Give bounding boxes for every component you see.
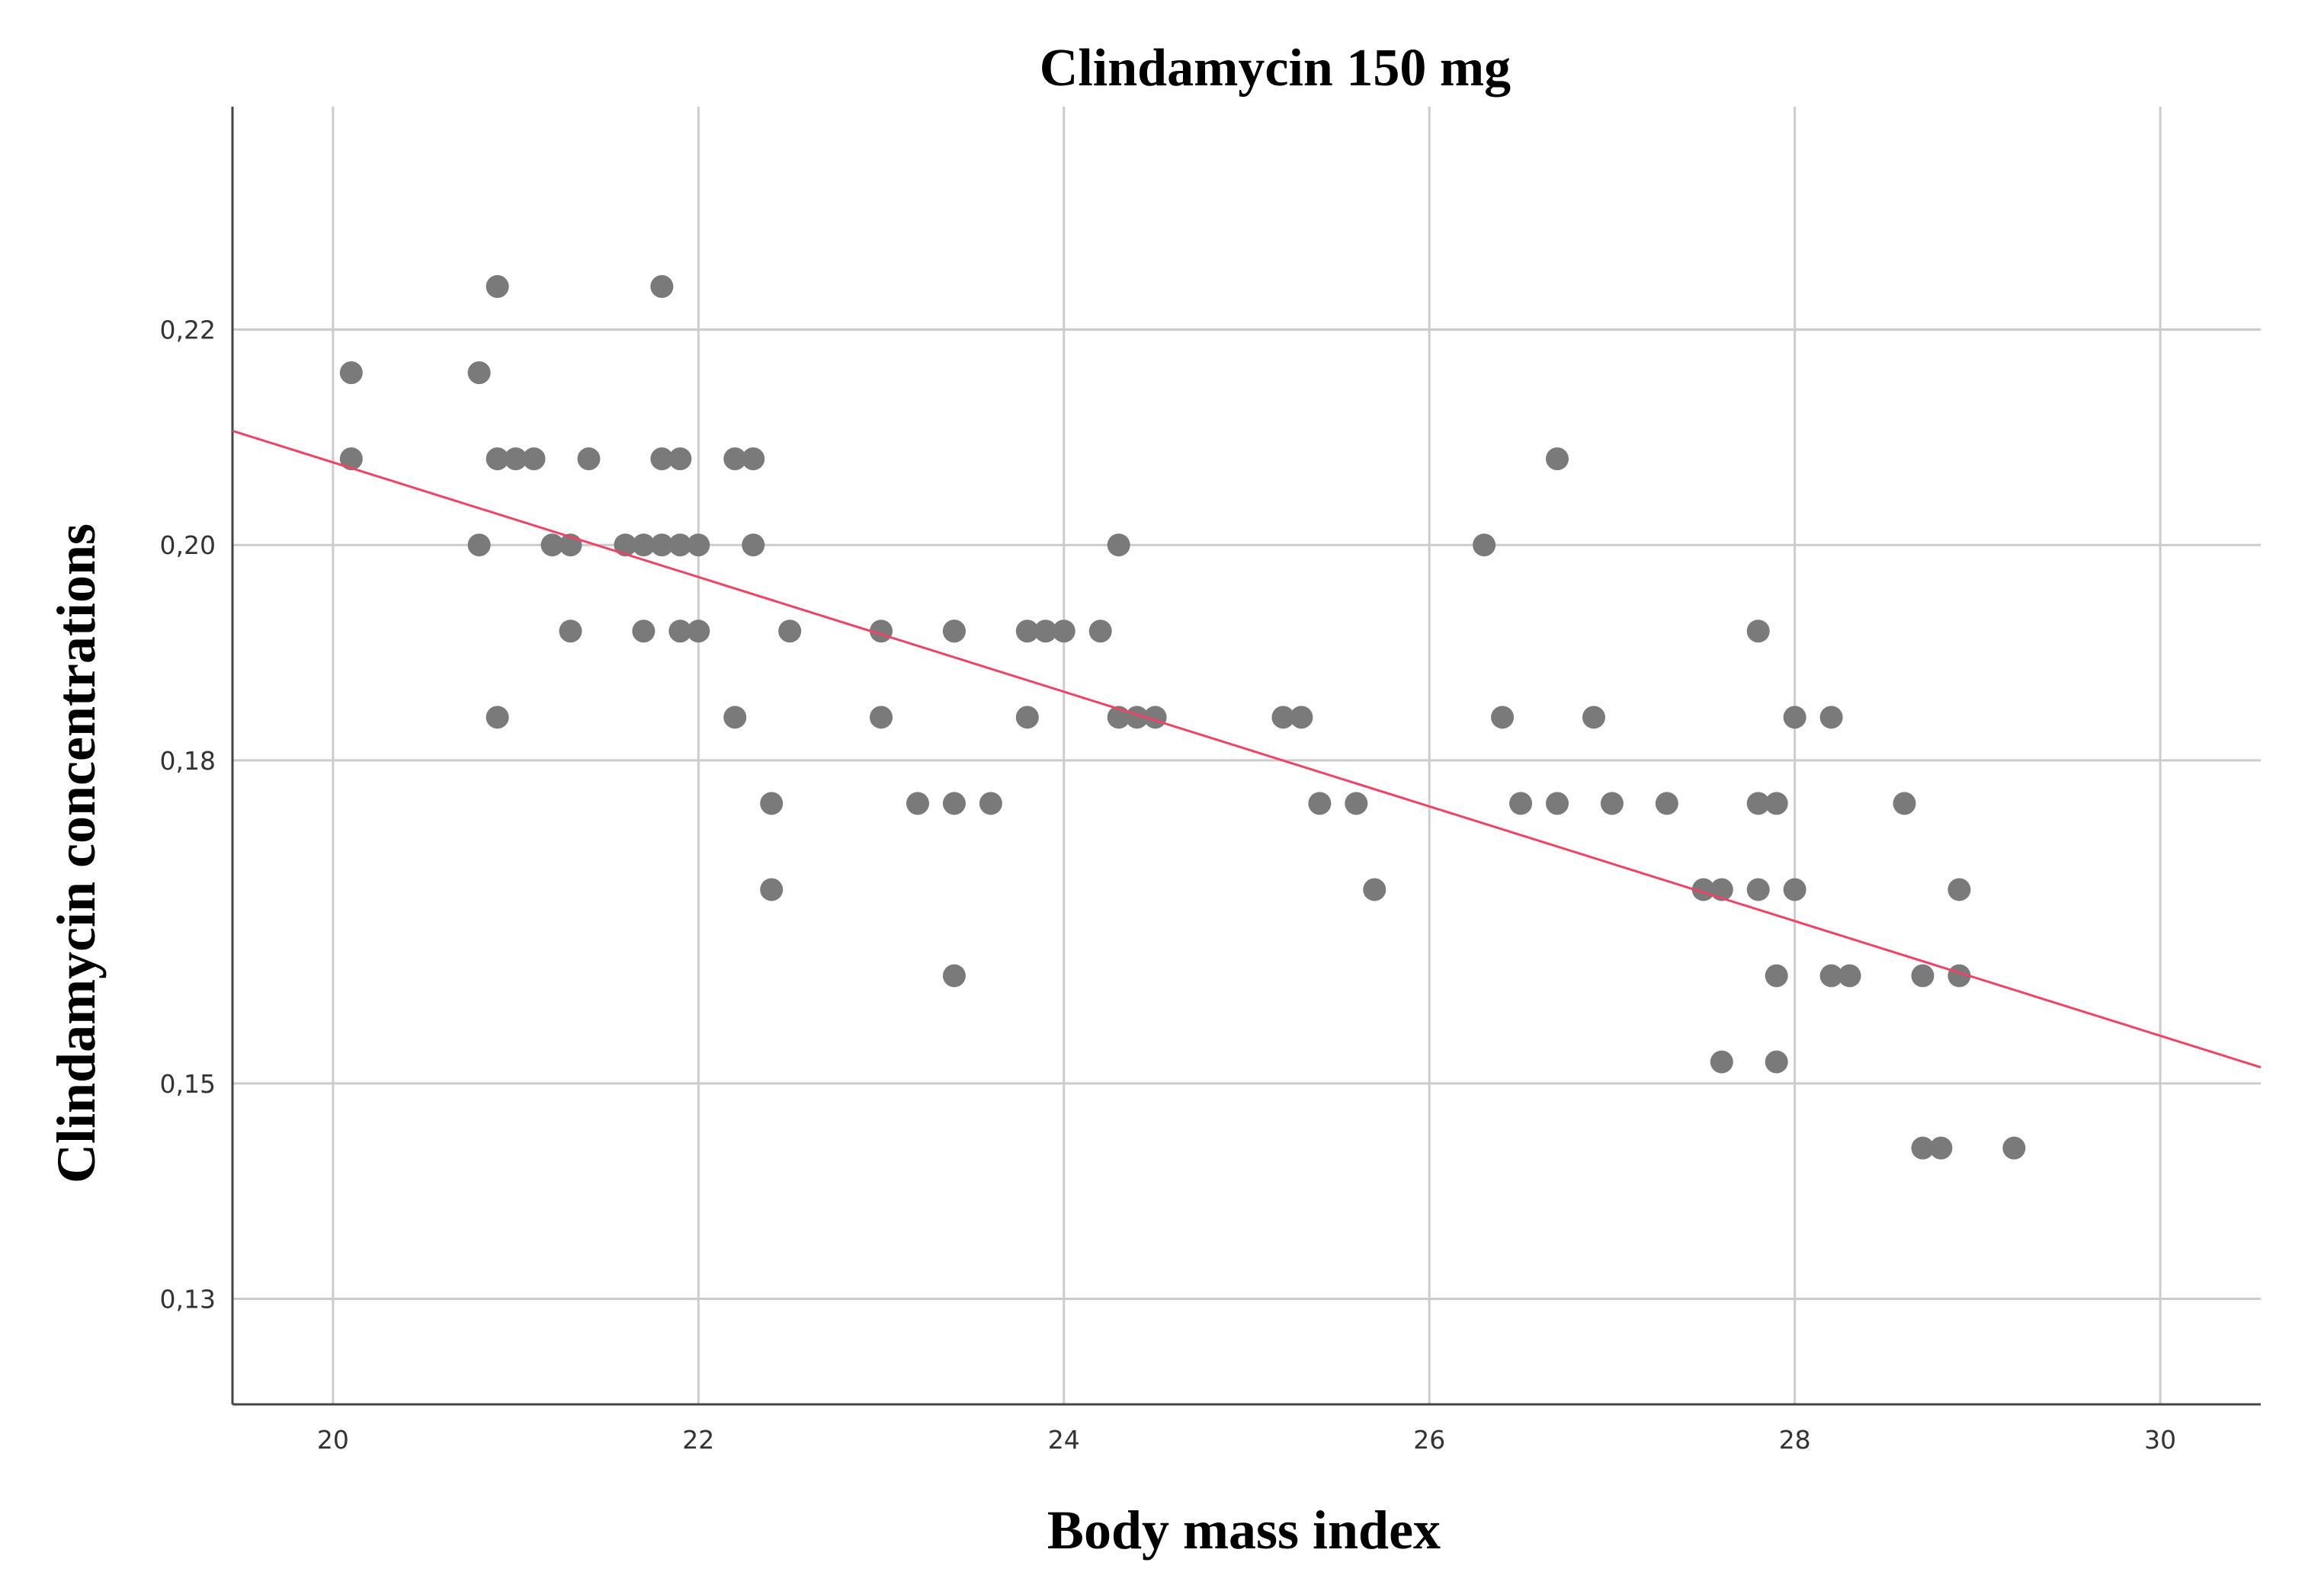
data-point [577,447,601,471]
data-point [1838,964,1861,988]
x-tick-label: 24 [1048,1425,1080,1455]
data-point [942,620,966,643]
data-point [668,620,692,643]
data-point [504,447,527,471]
data-point [760,878,784,901]
y-tick-label: 0,13 [160,1284,216,1314]
data-point [1929,1136,1953,1160]
fit-line [232,429,2261,1069]
y-tick-label: 0,22 [160,315,216,345]
y-tick-label: 0,20 [160,530,216,560]
data-point [1052,620,1075,643]
data-point [486,447,509,471]
data-point [632,533,656,557]
data-point [1491,706,1515,729]
data-point [1819,964,1843,988]
data-point [559,620,582,643]
data-point [1271,706,1295,729]
x-tick-label: 30 [2144,1425,2176,1455]
x-axis-label: Body mass index [1047,1500,1441,1561]
data-point [1783,878,1806,901]
data-point [2002,1136,2026,1160]
data-point [1290,706,1313,729]
data-point [687,620,710,643]
data-point [1765,964,1788,988]
data-point [522,447,546,471]
data-point [1655,792,1678,815]
data-point [979,792,1002,815]
data-point [1015,620,1039,643]
data-point [1345,792,1368,815]
data-point [486,275,509,299]
data-point [1746,620,1770,643]
data-point [1893,792,1916,815]
data-point [1034,620,1057,643]
data-point [870,706,893,729]
y-tick-label: 0,15 [160,1069,216,1099]
data-point [1582,706,1605,729]
data-point [1546,792,1569,815]
tick-labels: 20 22 24 26 28 30 0,13 0,15 0,18 0,20 0,22 [160,315,2177,1455]
data-point [687,533,710,557]
axes [231,107,2261,1406]
data-point [1509,792,1533,815]
data-point [742,447,765,471]
data-point [723,447,747,471]
data-point [1746,878,1770,901]
data-point [1088,620,1112,643]
data-point [760,792,784,815]
x-tick-label: 26 [1413,1425,1445,1455]
data-point [906,792,929,815]
data-point [942,964,966,988]
x-tick-label: 28 [1779,1425,1811,1455]
data-point [540,533,564,557]
x-tick-label: 22 [682,1425,714,1455]
data-point [1765,1050,1788,1074]
data-point [1710,1050,1733,1074]
data-point [1308,792,1332,815]
data-point [650,533,674,557]
data-point [1473,533,1496,557]
data-point [778,620,802,643]
x-tick-label: 20 [317,1425,349,1455]
data-point [1363,878,1386,901]
data-point [339,447,363,471]
data-point [668,447,692,471]
data-point [1783,706,1806,729]
data-point [1015,706,1039,729]
data-point [723,706,747,729]
data-point [1746,792,1770,815]
data-point [486,706,509,729]
chart-title: Clindamycin 150 mg [1040,39,1511,98]
data-point [650,447,674,471]
data-point [614,533,637,557]
data-point [1107,533,1130,557]
data-point [942,792,966,815]
data-point [668,533,692,557]
data-point [1947,878,1971,901]
data-point [1911,1136,1935,1160]
data-point [1546,447,1569,471]
data-point [1819,706,1843,729]
data-point [632,620,656,643]
data-point [1911,964,1935,988]
data-point [467,361,491,385]
fit-line-group [232,429,2261,1069]
data-point [1600,792,1624,815]
data-point [650,275,674,299]
data-point [467,533,491,557]
data-point [1125,706,1149,729]
data-point [339,361,363,385]
data-point [742,533,765,557]
data-point [1765,792,1788,815]
y-axis-label: Clindamycin concentrations [46,523,107,1183]
gridlines [232,107,2261,1404]
y-tick-label: 0,18 [160,746,216,776]
data-points [339,275,2026,1160]
